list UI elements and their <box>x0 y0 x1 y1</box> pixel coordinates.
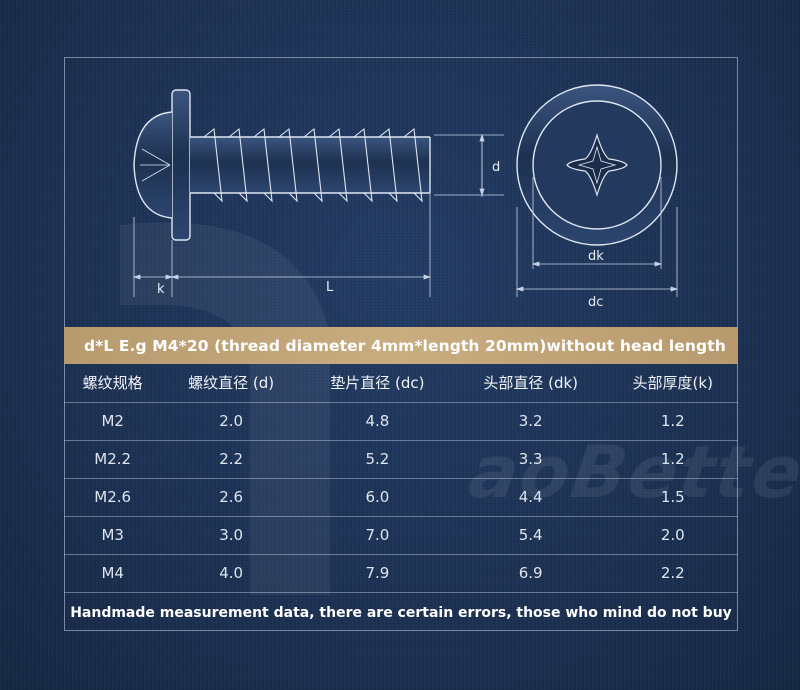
table-row: M2.6 2.6 6.0 4.4 1.5 <box>64 478 738 517</box>
cell-d: 2.6 <box>161 478 301 517</box>
header-head-diameter: 头部直径 (dk) <box>453 364 608 403</box>
dim-label-k: k <box>157 282 165 297</box>
cell-dc: 5.2 <box>300 440 454 479</box>
cell-d: 3.0 <box>161 516 301 555</box>
screw-diagram: k L d dk dc <box>132 84 679 310</box>
table-row: M2 2.0 4.8 3.2 1.2 <box>64 402 738 441</box>
cell-spec: M2 <box>64 402 162 441</box>
cell-k: 1.5 <box>607 478 738 517</box>
cell-spec: M3 <box>64 516 162 555</box>
cell-dc: 7.9 <box>300 554 454 593</box>
spec-table: 螺纹规格 螺纹直径 (d) 垫片直径 (dc) 头部直径 (dk) 头部厚度(k… <box>64 364 738 593</box>
header-washer-diameter: 垫片直径 (dc) <box>300 364 454 403</box>
dim-label-dk: dk <box>588 249 604 264</box>
dim-label-d: d <box>492 160 500 175</box>
screw-side-view <box>133 89 431 241</box>
cell-dk: 6.9 <box>453 554 608 593</box>
cell-k: 2.2 <box>607 554 738 593</box>
cell-spec: M2.6 <box>64 478 162 517</box>
cell-dc: 6.0 <box>300 478 454 517</box>
cell-d: 4.0 <box>161 554 301 593</box>
header-thread-diameter: 螺纹直径 (d) <box>161 364 301 403</box>
dim-label-L: L <box>326 280 334 295</box>
cell-dk: 3.2 <box>453 402 608 441</box>
cell-dc: 7.0 <box>300 516 454 555</box>
cell-d: 2.0 <box>161 402 301 441</box>
table-row: M2.2 2.2 5.2 3.3 1.2 <box>64 440 738 479</box>
cell-d: 2.2 <box>161 440 301 479</box>
table-row: M3 3.0 7.0 5.4 2.0 <box>64 516 738 555</box>
table-header-row: 螺纹规格 螺纹直径 (d) 垫片直径 (dc) 头部直径 (dk) 头部厚度(k… <box>64 364 738 403</box>
disclaimer-text: Handmade measurement data, there are cer… <box>70 604 732 621</box>
cell-dc: 4.8 <box>300 402 454 441</box>
cell-dk: 4.4 <box>453 478 608 517</box>
screw-top-view <box>516 84 678 246</box>
cell-spec: M2.2 <box>64 440 162 479</box>
cell-k: 2.0 <box>607 516 738 555</box>
cell-k: 1.2 <box>607 402 738 441</box>
cell-k: 1.2 <box>607 440 738 479</box>
cell-dk: 3.3 <box>453 440 608 479</box>
size-example-banner: d*L E.g M4*20 (thread diameter 4mm*lengt… <box>64 327 738 364</box>
cell-spec: M4 <box>64 554 162 593</box>
cell-dk: 5.4 <box>453 516 608 555</box>
header-thread-spec: 螺纹规格 <box>64 364 162 403</box>
table-row: M4 4.0 7.9 6.9 2.2 <box>64 554 738 593</box>
header-head-thickness: 头部厚度(k) <box>607 364 738 403</box>
dim-label-dc: dc <box>588 295 603 310</box>
